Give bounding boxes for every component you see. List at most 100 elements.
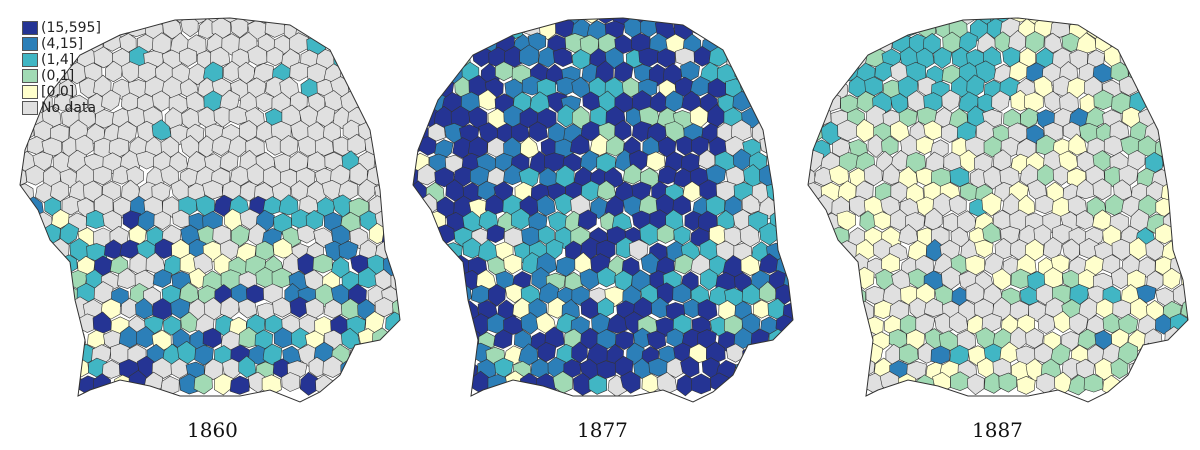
- municipality: [808, 78, 816, 99]
- municipality: [413, 343, 421, 365]
- municipality: [359, 359, 377, 379]
- municipality: [20, 178, 21, 201]
- municipality: [443, 359, 464, 381]
- municipality: [121, 61, 141, 84]
- municipality: [775, 225, 793, 246]
- municipality: [808, 331, 809, 351]
- municipality: [434, 315, 456, 337]
- municipality: [151, 90, 171, 112]
- municipality: [1164, 93, 1184, 115]
- municipality: [787, 93, 806, 112]
- legend: (15,595] (4,15] (1,4] (0,1] [0,0] No dat…: [22, 20, 101, 116]
- municipality: [398, 19, 400, 40]
- municipality: [759, 253, 780, 274]
- municipality: [180, 311, 200, 333]
- municipality: [349, 162, 368, 186]
- municipality: [949, 311, 969, 334]
- municipality: [890, 120, 910, 143]
- municipality: [373, 120, 393, 142]
- municipality: [1119, 75, 1138, 96]
- municipality: [44, 315, 63, 336]
- municipality: [202, 327, 223, 349]
- municipality: [577, 209, 598, 231]
- municipality: [775, 372, 793, 397]
- municipality: [787, 180, 805, 202]
- municipality: [503, 253, 523, 275]
- municipality: [1171, 223, 1188, 244]
- municipality: [389, 33, 400, 57]
- municipality: [1160, 357, 1182, 378]
- municipality: [271, 267, 292, 288]
- municipality: [821, 269, 843, 292]
- municipality: [413, 313, 419, 335]
- municipality: [462, 31, 482, 52]
- municipality: [322, 355, 343, 378]
- municipality: [306, 18, 328, 24]
- municipality: [61, 314, 81, 338]
- municipality: [1171, 106, 1188, 129]
- municipality: [41, 283, 63, 305]
- municipality: [375, 360, 395, 381]
- municipality: [374, 94, 395, 113]
- municipality: [759, 21, 780, 42]
- municipality: [312, 253, 333, 274]
- municipality: [1195, 151, 1200, 172]
- municipality: [0, 359, 18, 380]
- municipality: [1052, 165, 1070, 186]
- municipality: [1137, 135, 1158, 157]
- municipality: [0, 154, 18, 174]
- municipality: [605, 135, 625, 157]
- municipality: [1195, 237, 1200, 259]
- municipality: [966, 373, 985, 396]
- municipality: [766, 18, 788, 24]
- municipality: [741, 372, 760, 393]
- municipality: [1075, 210, 1095, 230]
- municipality: [1160, 34, 1181, 56]
- municipality: [155, 18, 176, 22]
- municipality: [906, 360, 927, 380]
- municipality: [756, 77, 777, 101]
- municipality: [974, 239, 994, 259]
- municipality: [428, 59, 448, 83]
- municipality: [20, 194, 26, 216]
- municipality: [435, 344, 455, 367]
- municipality: [1010, 268, 1031, 289]
- municipality: [299, 371, 319, 396]
- municipality: [1186, 345, 1188, 366]
- municipality: [297, 224, 316, 244]
- municipality: [413, 33, 429, 55]
- municipality: [413, 90, 414, 112]
- municipality: [528, 121, 549, 143]
- municipality: [751, 18, 770, 24]
- municipality: [740, 48, 761, 69]
- municipality: [822, 18, 844, 27]
- municipality: [1079, 238, 1100, 259]
- municipality: [809, 225, 827, 248]
- municipality: [462, 237, 482, 259]
- municipality: [314, 136, 334, 156]
- municipality: [0, 271, 17, 291]
- municipality: [808, 284, 826, 304]
- municipality: [409, 6, 427, 25]
- municipality: [289, 18, 309, 25]
- map-year-label: 1887: [972, 418, 1023, 442]
- municipality: [783, 62, 793, 82]
- municipality: [1178, 32, 1188, 54]
- municipality: [264, 18, 286, 38]
- municipality: [790, 254, 793, 277]
- municipality: [552, 47, 573, 68]
- municipality: [160, 165, 180, 186]
- municipality: [765, 34, 786, 55]
- municipality: [839, 18, 860, 22]
- region-outline: [412, 17, 794, 403]
- municipality: [596, 266, 616, 288]
- municipality: [648, 357, 668, 377]
- municipality: [381, 225, 400, 248]
- municipality: [163, 315, 181, 336]
- legend-swatch: [22, 21, 38, 35]
- municipality: [27, 282, 48, 306]
- municipality: [0, 302, 17, 322]
- municipality: [1146, 33, 1166, 55]
- municipality: [392, 329, 410, 350]
- municipality: [113, 374, 132, 394]
